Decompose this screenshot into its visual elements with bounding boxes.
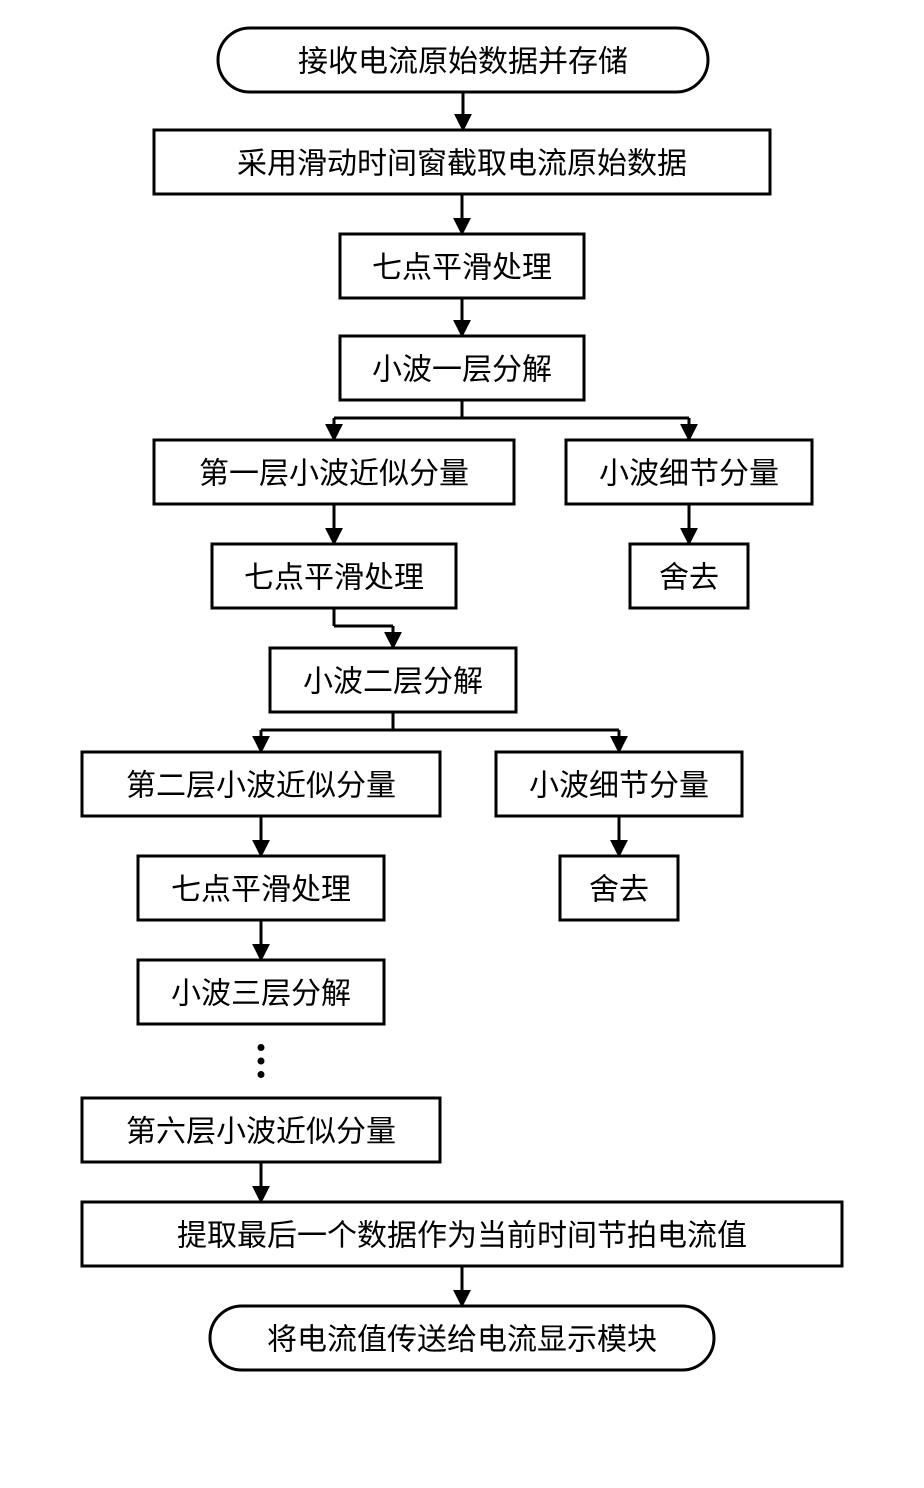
flow-node-n2: 七点平滑处理 xyxy=(340,234,584,298)
ellipsis-dot xyxy=(258,1071,265,1078)
flow-node-label: 小波一层分解 xyxy=(372,354,552,387)
flow-node-n0: 接收电流原始数据并存储 xyxy=(218,28,708,92)
flow-node-n12: 舍去 xyxy=(560,856,678,920)
ellipsis-dot xyxy=(258,1044,265,1051)
flow-node-n16: 将电流值传送给电流显示模块 xyxy=(210,1306,714,1370)
flow-node-label: 七点平滑处理 xyxy=(244,562,424,595)
flow-node-label: 七点平滑处理 xyxy=(171,874,351,907)
flow-node-label: 小波细节分量 xyxy=(599,458,779,491)
flow-node-n15: 提取最后一个数据作为当前时间节拍电流值 xyxy=(82,1202,842,1266)
flow-node-n8: 小波二层分解 xyxy=(270,648,516,712)
flow-node-label: 舍去 xyxy=(659,562,719,595)
ellipsis-dot xyxy=(258,1058,265,1065)
flow-node-label: 第一层小波近似分量 xyxy=(199,458,469,491)
flow-node-label: 提取最后一个数据作为当前时间节拍电流值 xyxy=(177,1220,747,1253)
flow-node-label: 第二层小波近似分量 xyxy=(126,770,396,803)
flow-node-n11: 七点平滑处理 xyxy=(138,856,384,920)
flow-node-label: 小波三层分解 xyxy=(171,978,351,1011)
flow-node-label: 小波细节分量 xyxy=(529,770,709,803)
flow-node-n1: 采用滑动时间窗截取电流原始数据 xyxy=(154,130,770,194)
flow-node-label: 七点平滑处理 xyxy=(372,252,552,285)
flow-node-label: 将电流值传送给电流显示模块 xyxy=(267,1324,657,1357)
flow-node-label: 小波二层分解 xyxy=(303,666,483,699)
flow-node-n9: 第二层小波近似分量 xyxy=(82,752,440,816)
flow-node-n14: 第六层小波近似分量 xyxy=(82,1098,440,1162)
flow-node-n6: 七点平滑处理 xyxy=(212,544,456,608)
flow-node-n10: 小波细节分量 xyxy=(496,752,742,816)
flow-node-n5: 小波细节分量 xyxy=(566,440,812,504)
flow-node-label: 第六层小波近似分量 xyxy=(126,1116,396,1149)
flow-node-n13: 小波三层分解 xyxy=(138,960,384,1024)
flow-node-n3: 小波一层分解 xyxy=(340,336,584,400)
flow-node-label: 舍去 xyxy=(589,874,649,907)
flow-node-label: 接收电流原始数据并存储 xyxy=(298,46,628,79)
flow-node-n7: 舍去 xyxy=(630,544,748,608)
flow-node-n4: 第一层小波近似分量 xyxy=(154,440,514,504)
flow-node-label: 采用滑动时间窗截取电流原始数据 xyxy=(237,148,687,181)
flowchart-canvas: 接收电流原始数据并存储采用滑动时间窗截取电流原始数据七点平滑处理小波一层分解第一… xyxy=(0,0,924,1488)
